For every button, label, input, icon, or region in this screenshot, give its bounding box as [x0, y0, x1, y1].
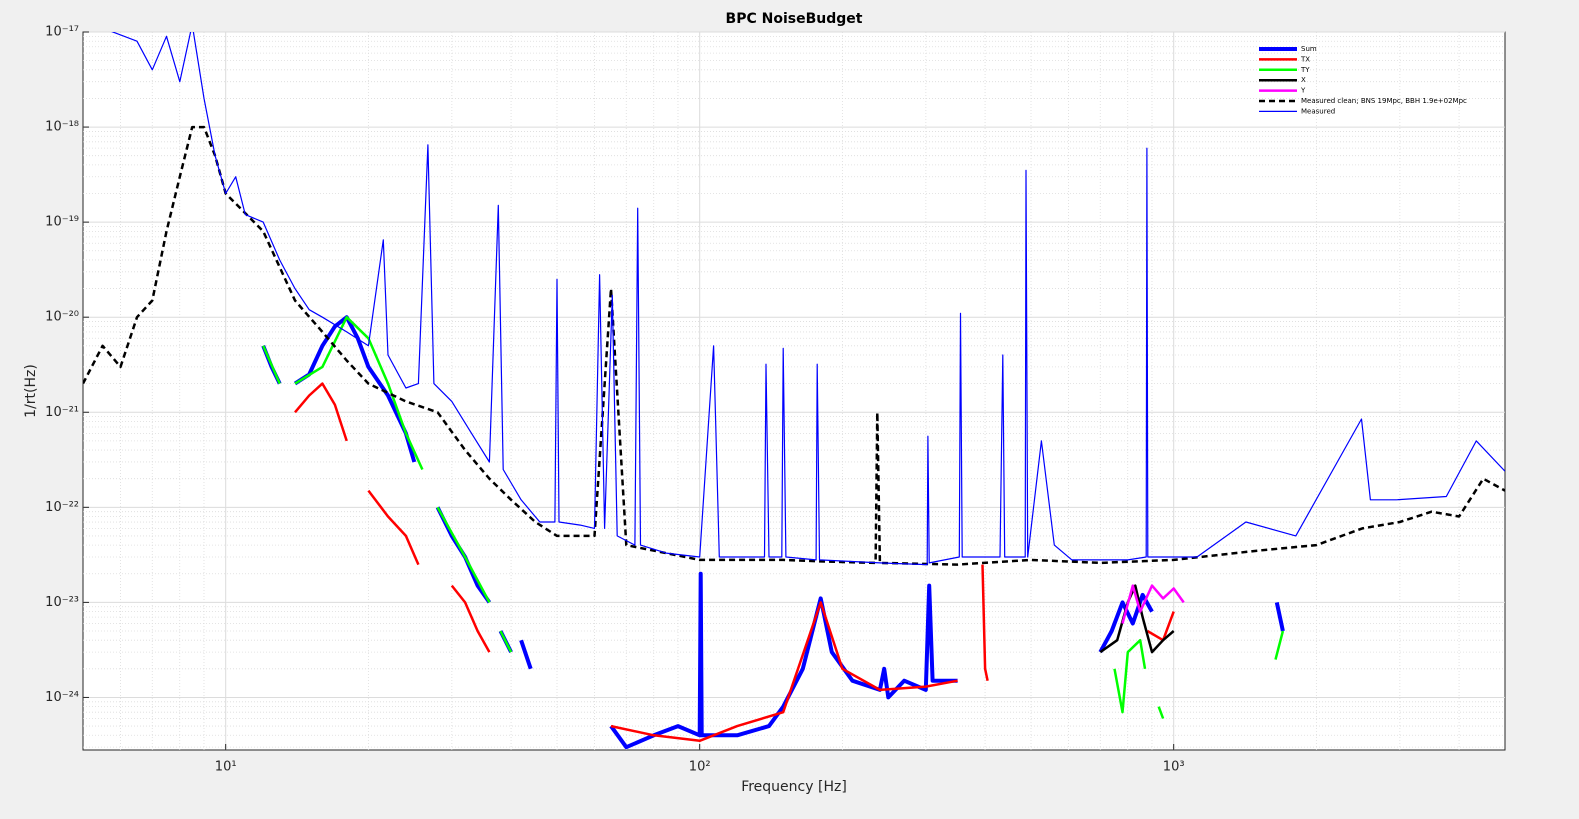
- series-line: [111, 32, 1505, 566]
- plot-area: [82, 31, 1506, 751]
- x-axis-label: Frequency [Hz]: [741, 779, 847, 795]
- y-tick-label: 10⁻²³: [45, 595, 79, 610]
- x-tick-label: 10³: [1163, 760, 1185, 775]
- y-tick-label: 10⁻²²: [45, 500, 79, 515]
- series-line: [1121, 584, 1185, 624]
- tick-layer: 10¹ 10² 10³ 10⁻²⁴ 10⁻²³ 10⁻²² 10⁻²¹ 10⁻²⁰ 10⁻¹⁹ 1…: [45, 25, 1184, 775]
- legend-label: Sum: [1301, 45, 1317, 53]
- y-tick-label: 10⁻¹⁸: [45, 120, 79, 135]
- y-tick-label: 10⁻²¹: [45, 405, 79, 420]
- x-tick-label: 10²: [689, 760, 711, 775]
- x-tick-label: 10¹: [215, 760, 237, 775]
- legend-label: X: [1301, 76, 1306, 84]
- legend-label: Measured: [1301, 107, 1335, 115]
- y-tick-label: 10⁻¹⁹: [45, 215, 79, 230]
- y-tick-label: 10⁻²⁴: [45, 690, 79, 705]
- legend-label: Y: [1300, 87, 1306, 95]
- legend-label: TX: [1300, 55, 1310, 63]
- legend-label: TY: [1300, 66, 1310, 74]
- y-tick-label: 10⁻²⁰: [45, 310, 79, 325]
- series-line: [83, 125, 1505, 566]
- series-line: [1099, 584, 1175, 654]
- series-line: [262, 315, 1285, 719]
- legend: Sum TX TY XY Measured clean; BNS 19Mpc, BBH …: [1259, 45, 1467, 115]
- legend-label: Measured clean; BNS 19Mpc, BBH 1.9e+02Mp…: [1301, 97, 1467, 105]
- y-axis-label: 1/rt(Hz): [23, 364, 39, 418]
- grid: [83, 31, 1505, 750]
- chart-title: BPC NoiseBudget: [726, 11, 863, 27]
- y-tick-label: 10⁻¹⁷: [45, 25, 79, 40]
- series-layer: [83, 32, 1505, 750]
- series-line: [294, 382, 1175, 743]
